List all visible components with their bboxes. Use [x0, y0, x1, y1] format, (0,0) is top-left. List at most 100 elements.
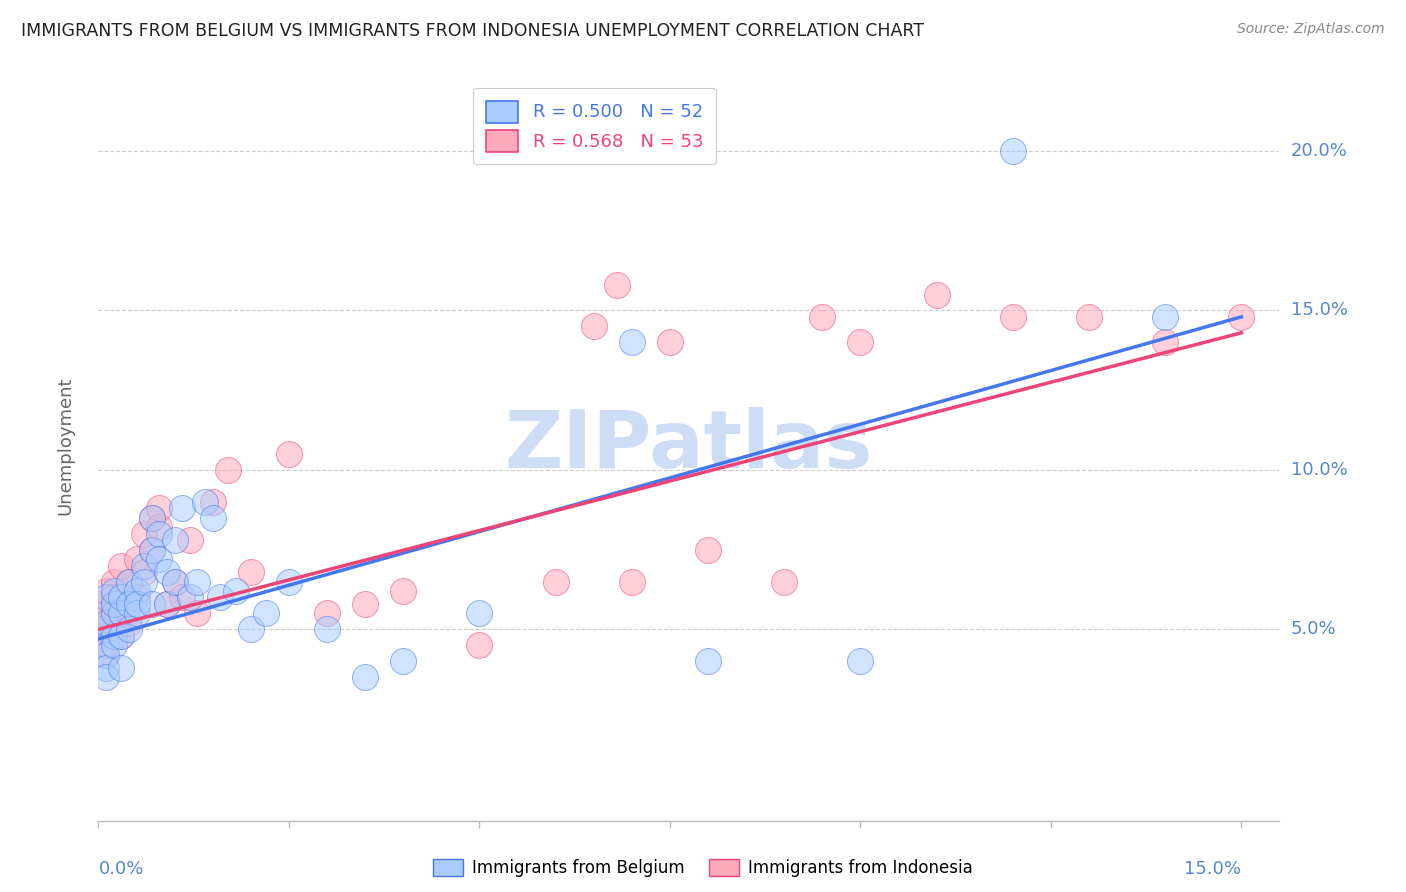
Point	[201, 510, 224, 524]
Point	[849, 335, 872, 350]
Point	[103, 607, 125, 621]
Text: 15.0%: 15.0%	[1184, 860, 1241, 878]
Point	[156, 565, 179, 579]
Point	[103, 574, 125, 589]
Point	[1154, 310, 1177, 324]
Point	[316, 607, 339, 621]
Point	[141, 510, 163, 524]
Point	[277, 447, 299, 461]
Point	[186, 574, 208, 589]
Point	[148, 552, 170, 566]
Point	[697, 654, 720, 668]
Point	[94, 638, 117, 652]
Point	[103, 597, 125, 611]
Point	[277, 574, 299, 589]
Point	[134, 565, 156, 579]
Point	[118, 615, 141, 630]
Point	[125, 591, 148, 605]
Y-axis label: Unemployment: Unemployment	[56, 376, 75, 516]
Point	[606, 277, 628, 292]
Point	[163, 533, 186, 547]
Legend: Immigrants from Belgium, Immigrants from Indonesia: Immigrants from Belgium, Immigrants from…	[427, 852, 979, 884]
Point	[141, 510, 163, 524]
Point	[110, 629, 132, 643]
Point	[134, 574, 156, 589]
Point	[94, 623, 117, 637]
Point	[1001, 144, 1024, 158]
Point	[1230, 310, 1253, 324]
Point	[156, 597, 179, 611]
Point	[118, 597, 141, 611]
Point	[620, 574, 643, 589]
Point	[392, 654, 415, 668]
Point	[148, 526, 170, 541]
Point	[172, 501, 194, 516]
Point	[468, 607, 491, 621]
Point	[103, 629, 125, 643]
Point	[94, 607, 117, 621]
Point	[103, 584, 125, 599]
Point	[1001, 310, 1024, 324]
Point	[163, 574, 186, 589]
Legend: R = 0.500   N = 52, R = 0.568   N = 53: R = 0.500 N = 52, R = 0.568 N = 53	[472, 88, 716, 164]
Text: 0.0%: 0.0%	[98, 860, 143, 878]
Point	[94, 615, 117, 630]
Point	[148, 520, 170, 534]
Text: 10.0%: 10.0%	[1291, 461, 1347, 479]
Point	[103, 597, 125, 611]
Point	[658, 335, 681, 350]
Point	[544, 574, 567, 589]
Text: 5.0%: 5.0%	[1291, 620, 1336, 639]
Point	[849, 654, 872, 668]
Point	[110, 607, 132, 621]
Point	[118, 597, 141, 611]
Point	[201, 495, 224, 509]
Text: ZIPatlas: ZIPatlas	[505, 407, 873, 485]
Point	[87, 623, 110, 637]
Point	[179, 591, 201, 605]
Point	[118, 623, 141, 637]
Point	[118, 574, 141, 589]
Point	[316, 623, 339, 637]
Point	[697, 542, 720, 557]
Point	[225, 584, 247, 599]
Point	[239, 623, 262, 637]
Point	[141, 542, 163, 557]
Point	[94, 648, 117, 662]
Point	[94, 591, 117, 605]
Point	[163, 574, 186, 589]
Point	[103, 591, 125, 605]
Point	[811, 310, 834, 324]
Point	[925, 287, 948, 301]
Point	[110, 660, 132, 674]
Point	[392, 584, 415, 599]
Point	[134, 526, 156, 541]
Point	[125, 597, 148, 611]
Point	[141, 542, 163, 557]
Point	[582, 319, 605, 334]
Point	[87, 615, 110, 630]
Point	[620, 335, 643, 350]
Point	[87, 597, 110, 611]
Text: 20.0%: 20.0%	[1291, 142, 1347, 160]
Point	[1154, 335, 1177, 350]
Point	[217, 463, 239, 477]
Point	[94, 638, 117, 652]
Point	[194, 495, 217, 509]
Point	[125, 552, 148, 566]
Point	[94, 660, 117, 674]
Point	[103, 638, 125, 652]
Point	[1078, 310, 1101, 324]
Point	[94, 648, 117, 662]
Point	[87, 629, 110, 643]
Point	[94, 670, 117, 684]
Point	[468, 638, 491, 652]
Point	[125, 584, 148, 599]
Point	[103, 607, 125, 621]
Point	[209, 591, 232, 605]
Point	[186, 607, 208, 621]
Point	[141, 597, 163, 611]
Point	[110, 629, 132, 643]
Point	[172, 591, 194, 605]
Point	[134, 558, 156, 573]
